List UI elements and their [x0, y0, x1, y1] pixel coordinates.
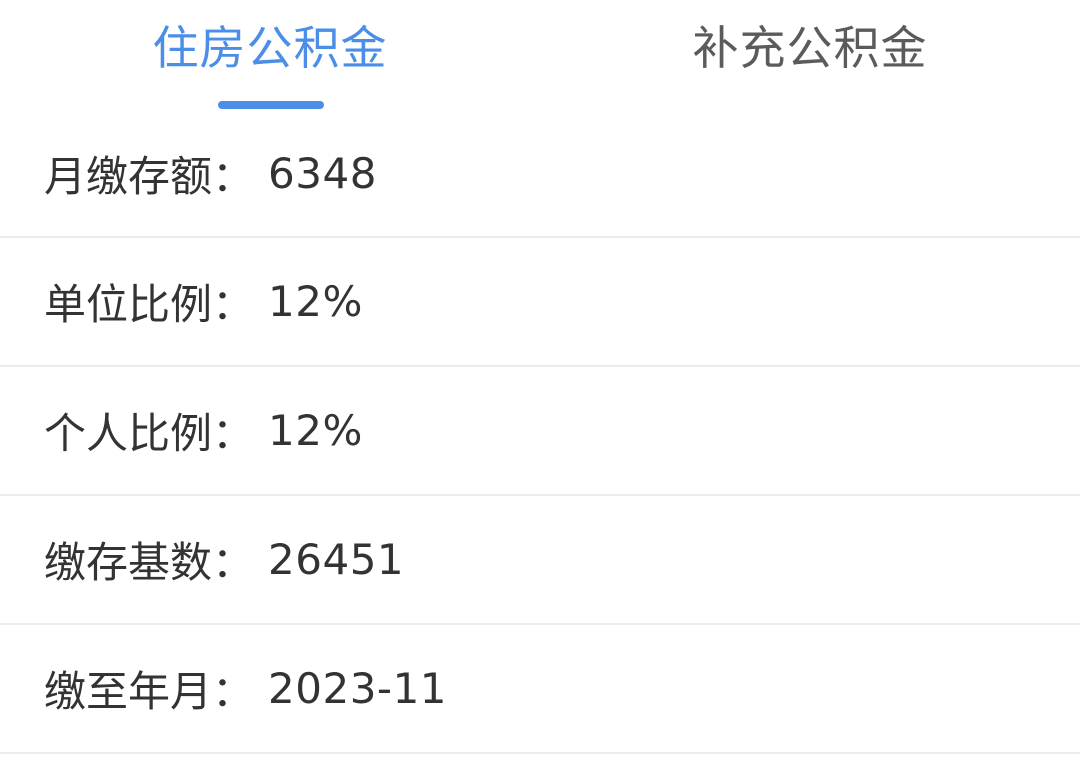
monthly-deposit-row: 月缴存额： 6348: [0, 110, 1080, 238]
label-colon: ：: [212, 280, 255, 329]
employer-ratio-value: 12%: [268, 277, 363, 326]
deposit-base-value: 26451: [268, 535, 405, 584]
tab-supplementary-fund[interactable]: 补充公积金: [540, 0, 1080, 110]
employer-ratio-row: 单位比例： 12%: [0, 238, 1080, 367]
tab-supplementary-fund-label: 补充公积金: [692, 21, 928, 75]
paid-until-value: 2023-11: [268, 664, 448, 713]
employer-ratio-label: 单位比例: [44, 280, 213, 329]
tab-bar: 住房公积金 补充公积金: [0, 0, 1080, 110]
monthly-deposit-value: 6348: [268, 148, 377, 198]
paid-until-row: 缴至年月： 2023-11: [0, 625, 1080, 754]
personal-ratio-row: 个人比例： 12%: [0, 367, 1080, 496]
paid-until-label: 缴至年月: [44, 667, 213, 716]
fund-details-list: 月缴存额： 6348 单位比例： 12% 个人比例： 12% 缴存基数： 26451 缴…: [0, 110, 1080, 754]
label-colon: ：: [212, 538, 255, 587]
label-colon: ：: [212, 667, 255, 716]
deposit-base-label: 缴存基数: [44, 538, 213, 587]
deposit-base-row: 缴存基数： 26451: [0, 496, 1080, 625]
monthly-deposit-label: 月缴存额: [44, 151, 213, 201]
label-colon: ：: [212, 151, 255, 201]
tab-housing-fund[interactable]: 住房公积金: [0, 0, 540, 110]
label-colon: ：: [212, 409, 255, 458]
personal-ratio-label: 个人比例: [44, 409, 213, 458]
active-tab-indicator: [218, 101, 324, 109]
personal-ratio-value: 12%: [268, 406, 363, 455]
tab-housing-fund-label: 住房公积金: [152, 21, 388, 75]
